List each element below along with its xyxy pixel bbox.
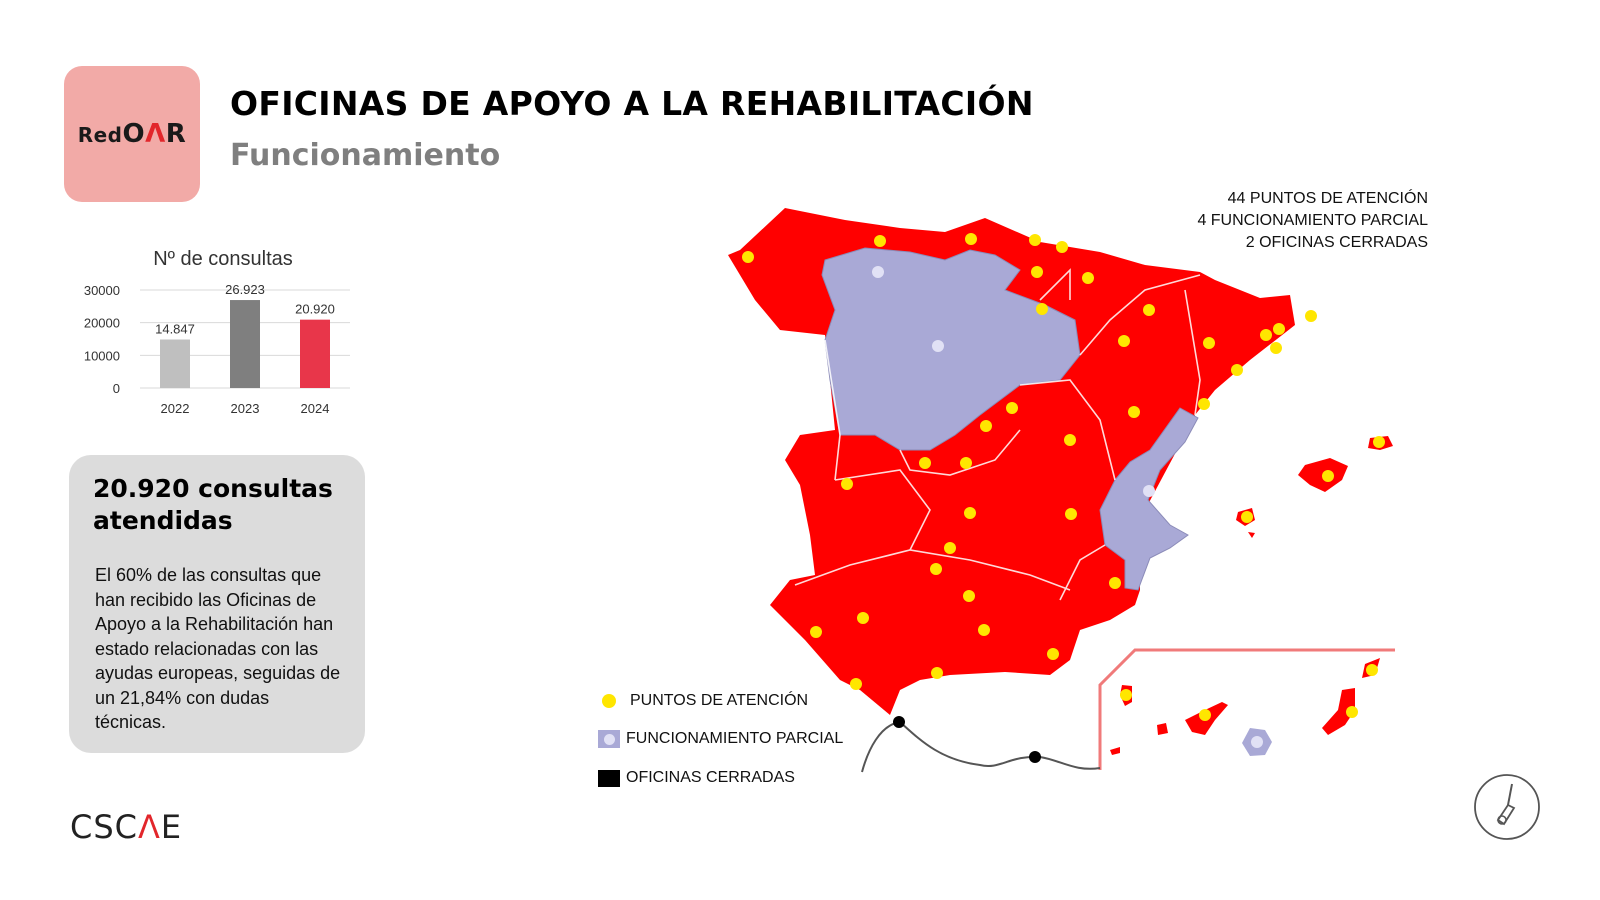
redoar-logo-text: RedOΛR [78, 119, 187, 149]
map-island-la-gomera [1157, 723, 1168, 735]
legend-closed-label: OFICINAS CERRADAS [626, 769, 795, 786]
legend-partial-label: FUNCIONAMIENTO PARCIAL [626, 730, 844, 747]
page-title: OFICINAS DE APOYO A LA REHABILITACIÓN [230, 84, 1034, 123]
lavender-square-icon [598, 730, 620, 748]
map-peninsula [728, 208, 1295, 715]
legend-closed: OFICINAS CERRADAS [598, 769, 795, 787]
x-tick-label: 2022 [161, 401, 190, 416]
page-subtitle: Funcionamiento [230, 138, 501, 173]
map-borders [794, 268, 1201, 601]
closed-office-ceuta [893, 716, 905, 728]
y-tick-label: 10000 [84, 348, 120, 363]
partial-points [872, 266, 1263, 748]
legend-attention-label: PUNTOS DE ATENCIÓN [630, 692, 809, 709]
y-tick-label: 30000 [84, 283, 120, 298]
data-label-2024: 20.920 [295, 302, 335, 317]
x-tick-label: 2023 [231, 401, 260, 416]
redoar-logo: RedOΛR [64, 66, 200, 202]
yellow-dot-icon [602, 694, 616, 708]
logo-suffix: R [165, 119, 187, 149]
map-island-formentera [1248, 532, 1255, 538]
brand-accent: Λ [138, 808, 161, 846]
cscae-logo: CSCΛE [70, 808, 182, 846]
summary-title: 20.920 consultas atendidas [93, 474, 333, 535]
black-square-icon [598, 769, 620, 787]
brand-prefix: CSC [70, 808, 138, 846]
compass-icon [1474, 774, 1540, 840]
closed-office-melilla [1029, 751, 1041, 763]
map-region-valencia [1099, 407, 1199, 591]
x-tick-label: 2024 [301, 401, 330, 416]
map-island-fuerteventura [1322, 688, 1355, 735]
chart-title: Nº de consultas [153, 248, 293, 270]
map-africa-coast [861, 720, 1101, 773]
map-stats: 44 PUNTOS DE ATENCIÓN 4 FUNCIONAMIENTO P… [1197, 188, 1428, 254]
stat-closed-offices: 2 OFICINAS CERRADAS [1245, 234, 1428, 251]
bar-2024 [300, 319, 330, 388]
spain-map [728, 208, 1395, 773]
consultas-bar-chart: Nº de consultas 0 10000 20000 30000 14.847 2… [84, 248, 350, 416]
y-tick-label: 20000 [84, 316, 120, 331]
map-island-el-hierro [1110, 747, 1120, 755]
brand-suffix: E [160, 808, 183, 846]
map-inset-frame [1098, 648, 1395, 770]
summary-card: 20.920 consultas atendidas El 60% de las… [69, 455, 365, 753]
logo-prefix: Red [77, 123, 123, 147]
legend-attention: PUNTOS DE ATENCIÓN [598, 692, 808, 710]
data-label-2023: 26.923 [225, 282, 265, 297]
legend-partial: FUNCIONAMIENTO PARCIAL [598, 730, 843, 748]
stat-attention-points: 44 PUNTOS DE ATENCIÓN [1227, 190, 1428, 207]
bar-2022 [160, 339, 190, 388]
logo-main: O [122, 119, 146, 149]
y-tick-label: 0 [113, 381, 120, 396]
data-label-2022: 14.847 [155, 321, 195, 336]
attention-points [742, 233, 1385, 721]
logo-accent: Λ [145, 119, 166, 149]
summary-body: El 60% de las consultas que han recibido… [95, 565, 341, 732]
stat-partial-offices: 4 FUNCIONAMIENTO PARCIAL [1197, 212, 1428, 229]
bar-2023 [230, 300, 260, 388]
